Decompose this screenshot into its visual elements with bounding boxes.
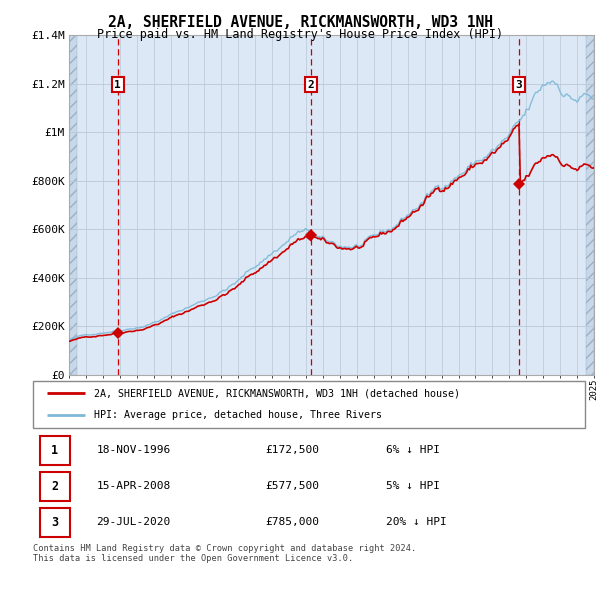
Text: 1: 1 <box>51 444 58 457</box>
Text: £172,500: £172,500 <box>265 445 319 455</box>
Text: 1: 1 <box>115 80 121 90</box>
Text: 2A, SHERFIELD AVENUE, RICKMANSWORTH, WD3 1NH (detached house): 2A, SHERFIELD AVENUE, RICKMANSWORTH, WD3… <box>94 388 460 398</box>
Text: 20% ↓ HPI: 20% ↓ HPI <box>386 517 447 527</box>
Text: £785,000: £785,000 <box>265 517 319 527</box>
Text: HPI: Average price, detached house, Three Rivers: HPI: Average price, detached house, Thre… <box>94 410 382 420</box>
Text: £577,500: £577,500 <box>265 481 319 491</box>
Text: 2A, SHERFIELD AVENUE, RICKMANSWORTH, WD3 1NH: 2A, SHERFIELD AVENUE, RICKMANSWORTH, WD3… <box>107 15 493 30</box>
Text: 15-APR-2008: 15-APR-2008 <box>97 481 171 491</box>
Text: 2: 2 <box>51 480 58 493</box>
Text: 3: 3 <box>515 80 523 90</box>
Text: 2: 2 <box>308 80 314 90</box>
FancyBboxPatch shape <box>40 436 70 464</box>
FancyBboxPatch shape <box>40 472 70 500</box>
Text: Contains HM Land Registry data © Crown copyright and database right 2024.
This d: Contains HM Land Registry data © Crown c… <box>33 544 416 563</box>
Text: 5% ↓ HPI: 5% ↓ HPI <box>386 481 440 491</box>
Text: 29-JUL-2020: 29-JUL-2020 <box>97 517 171 527</box>
Text: 6% ↓ HPI: 6% ↓ HPI <box>386 445 440 455</box>
Text: 18-NOV-1996: 18-NOV-1996 <box>97 445 171 455</box>
Text: 3: 3 <box>51 516 58 529</box>
Text: Price paid vs. HM Land Registry's House Price Index (HPI): Price paid vs. HM Land Registry's House … <box>97 28 503 41</box>
FancyBboxPatch shape <box>40 508 70 536</box>
